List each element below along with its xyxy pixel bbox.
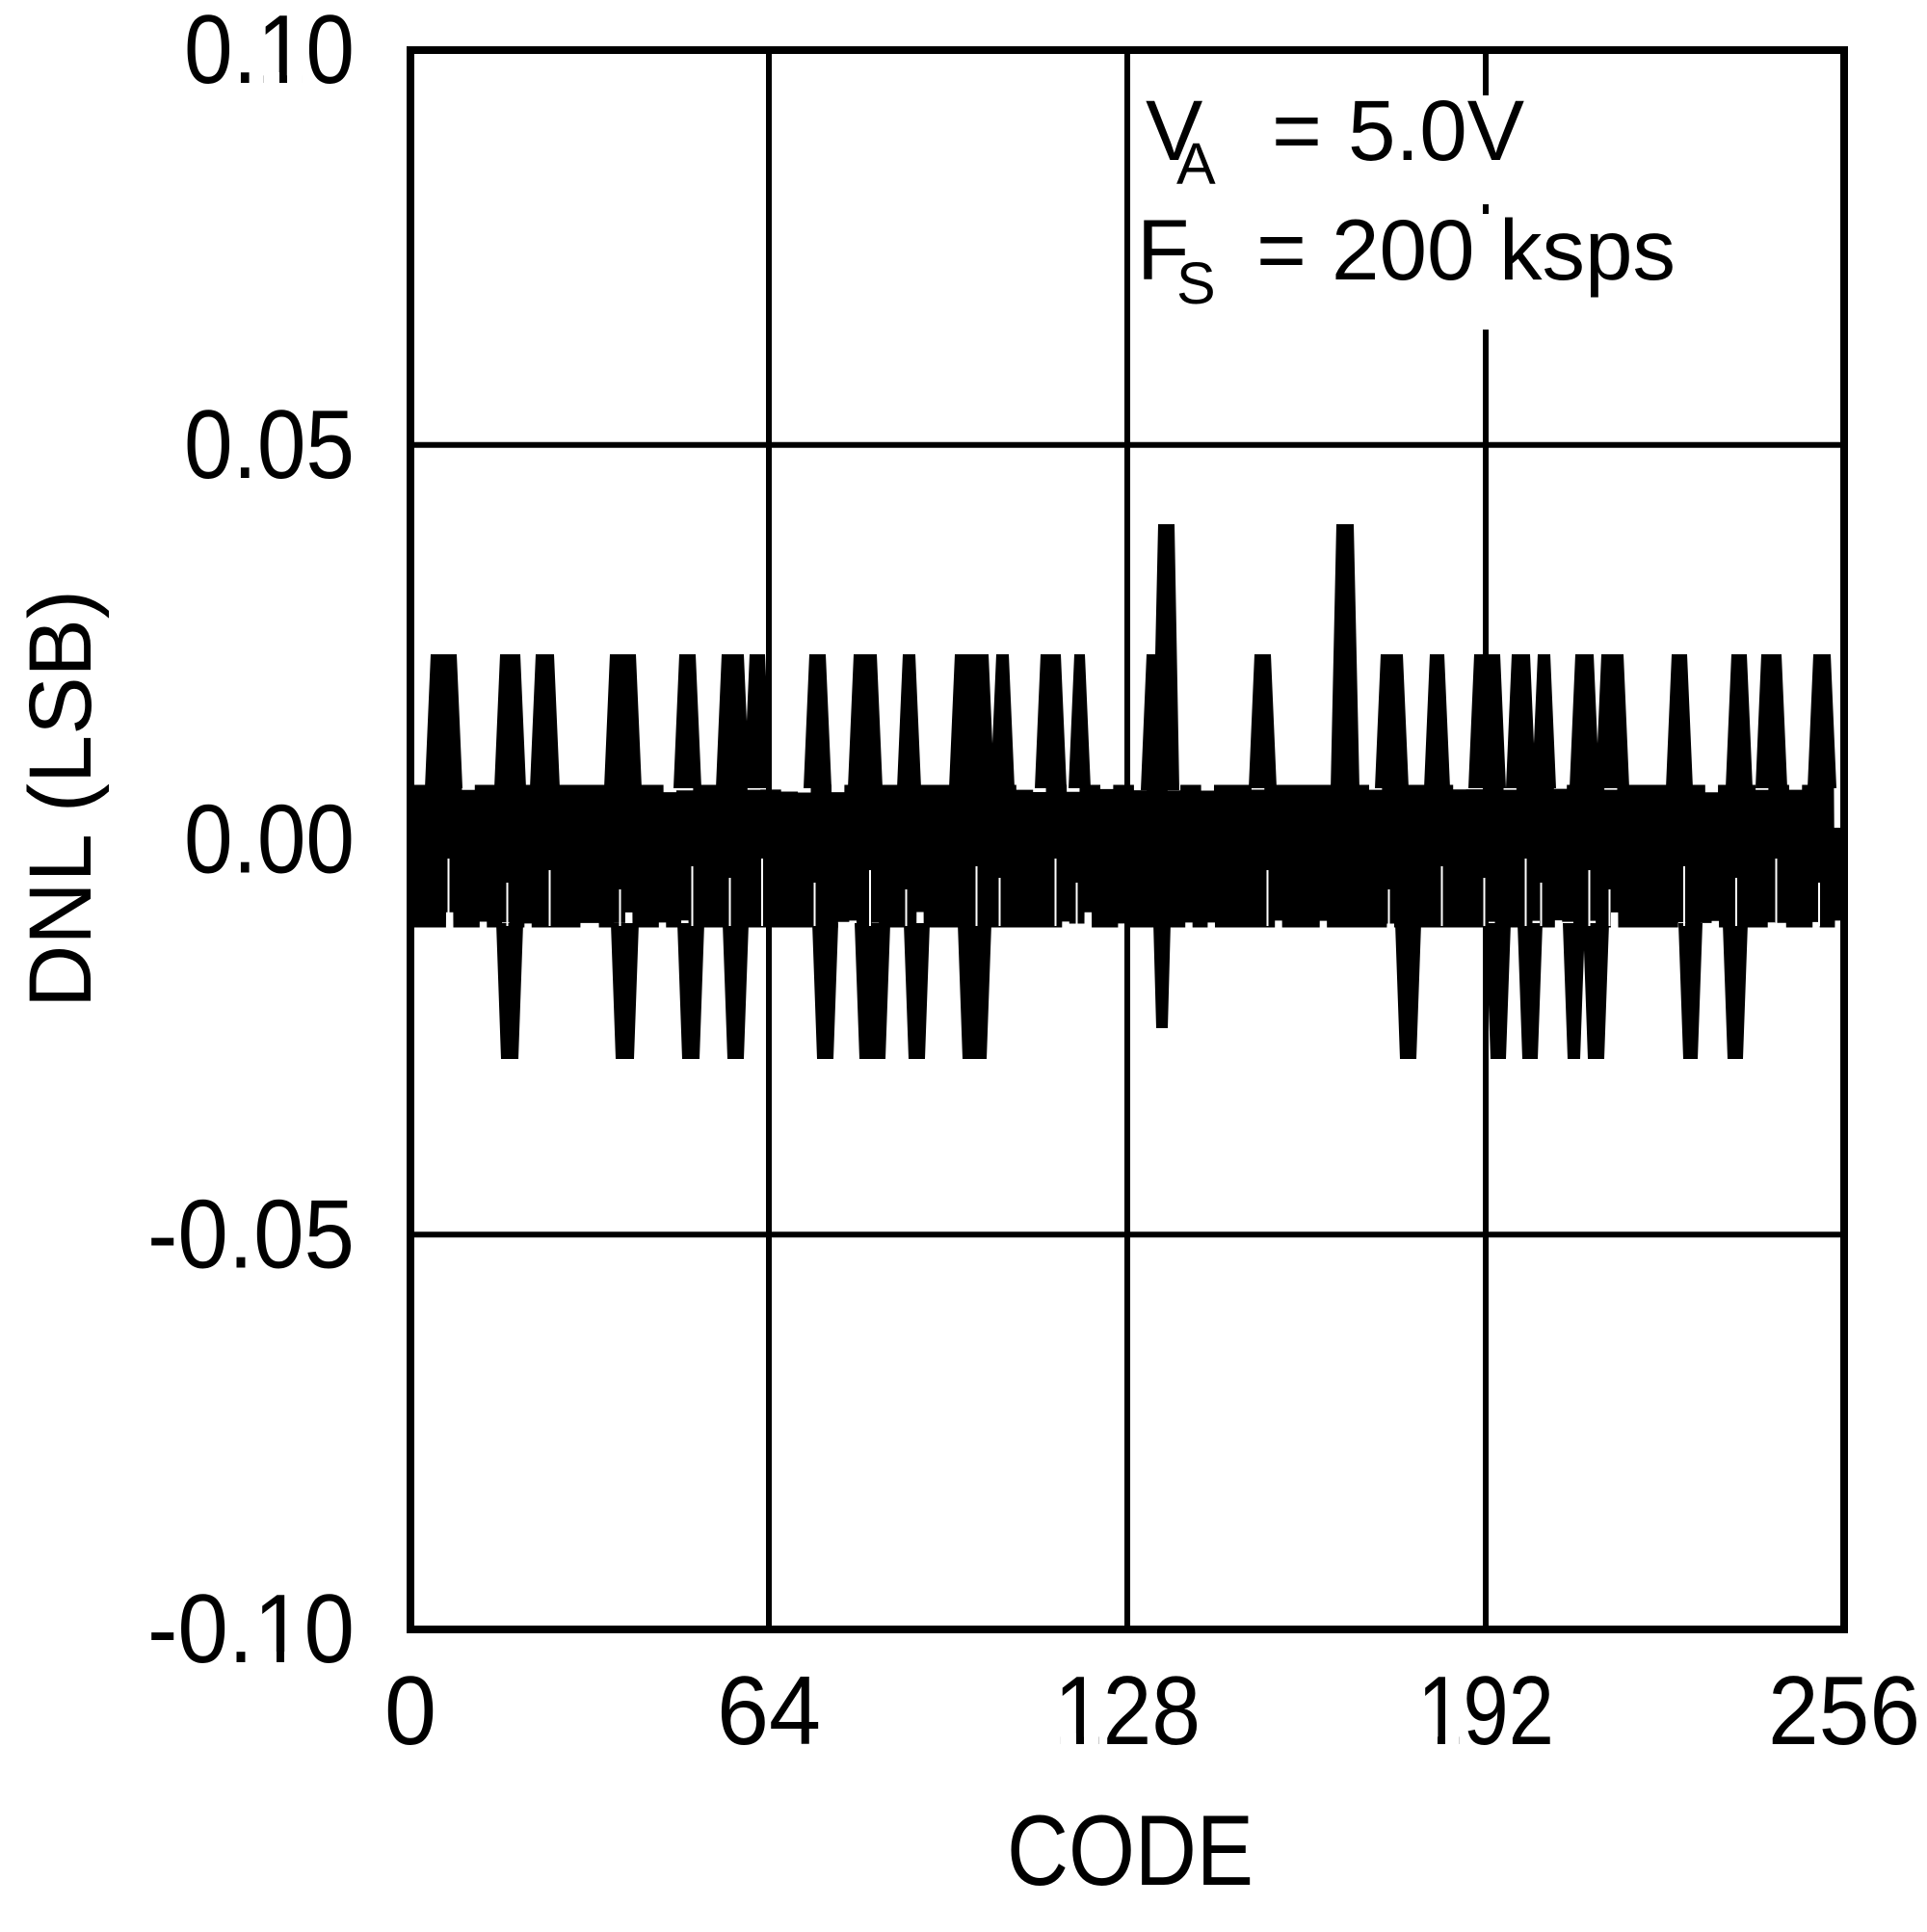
svg-text:=: = [1256, 201, 1307, 298]
svg-text:5.0V: 5.0V [1348, 82, 1524, 178]
svg-text:A: A [1176, 131, 1216, 197]
svg-text:192: 192 [1417, 1657, 1554, 1765]
svg-text:64: 64 [717, 1657, 821, 1765]
svg-text:ksps: ksps [1499, 201, 1676, 298]
svg-text:0.10: 0.10 [184, 0, 355, 104]
svg-text:F: F [1137, 201, 1189, 298]
svg-text:CODE: CODE [1007, 1795, 1254, 1907]
svg-text:V: V [1146, 82, 1202, 178]
svg-text:S: S [1176, 251, 1216, 316]
svg-text:256: 256 [1768, 1657, 1920, 1765]
svg-text:-0.05: -0.05 [147, 1180, 355, 1288]
svg-text:=: = [1272, 82, 1322, 178]
svg-text:200: 200 [1332, 201, 1475, 298]
svg-text:0: 0 [384, 1657, 436, 1765]
svg-text:128: 128 [1054, 1657, 1201, 1765]
svg-text:0.00: 0.00 [184, 786, 355, 894]
svg-text:DNL (LSB): DNL (LSB) [12, 590, 110, 1008]
svg-text:0.05: 0.05 [184, 391, 355, 499]
svg-text:-0.10: -0.10 [147, 1575, 355, 1683]
